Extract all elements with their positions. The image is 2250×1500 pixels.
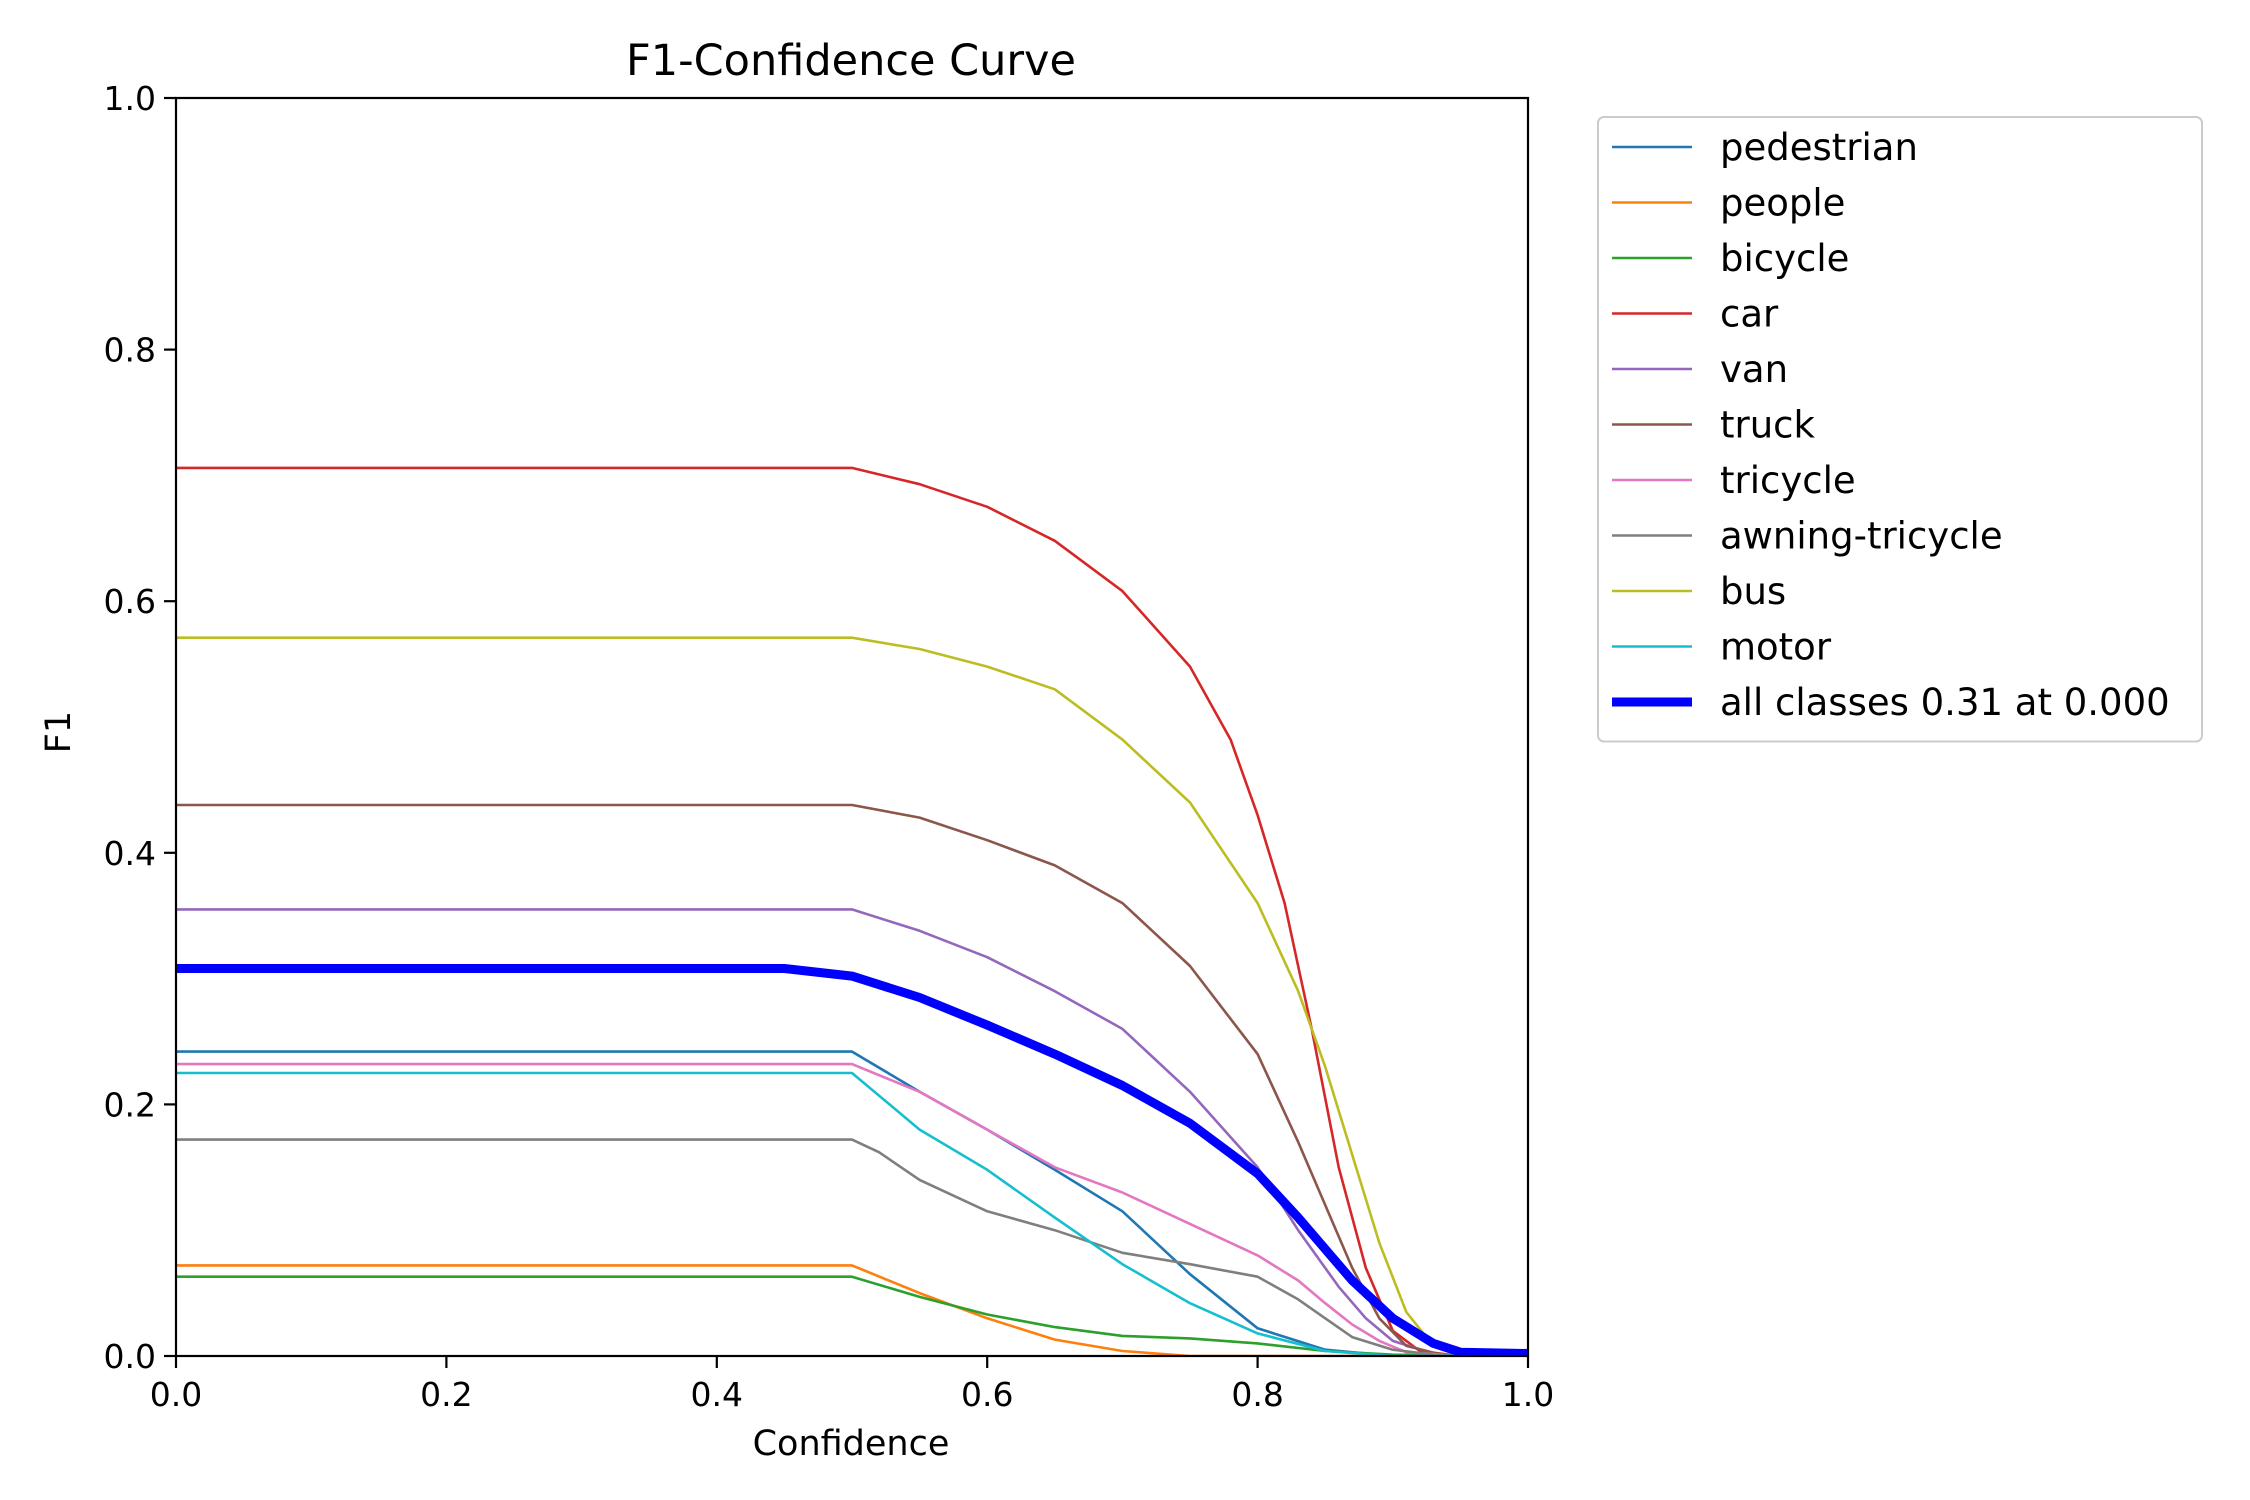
chart-title: F1-Confidence Curve	[626, 36, 1076, 86]
legend-label-all-classes-0-31-at-0-000: all classes 0.31 at 0.000	[1720, 681, 2170, 724]
x-tick-label: 0.4	[691, 1375, 743, 1414]
series-line-tricycle	[176, 1062, 1528, 1356]
y-tick-label: 0.6	[104, 582, 156, 621]
legend-label-awning-tricycle: awning-tricycle	[1720, 515, 2003, 558]
series-line-motor	[176, 1071, 1528, 1356]
legend-label-bus: bus	[1720, 570, 1786, 613]
legend-label-bicycle: bicycle	[1720, 237, 1849, 280]
y-tick-label: 0.0	[104, 1337, 156, 1376]
x-tick-label: 1.0	[1502, 1375, 1554, 1414]
x-tick-label: 0.0	[150, 1375, 202, 1414]
x-tick-label: 0.8	[1231, 1375, 1283, 1414]
legend-label-pedestrian: pedestrian	[1720, 126, 1918, 169]
y-tick-label: 0.2	[104, 1085, 156, 1124]
y-axis-label: F1	[39, 711, 79, 753]
x-tick-label: 0.6	[961, 1375, 1013, 1414]
axes: 0.0 0.2 0.4 0.6 0.8 1.0 0.0 0.2 0.4 0.6 0.8 1.0	[104, 79, 1555, 1414]
series-line-bus	[176, 636, 1528, 1356]
legend-label-truck: truck	[1720, 404, 1816, 447]
y-tick-label: 0.4	[104, 834, 156, 873]
x-tick-label: 0.2	[420, 1375, 472, 1414]
plot-frame	[174, 96, 1530, 1358]
series-line-truck	[176, 803, 1528, 1356]
y-tick-label: 1.0	[104, 79, 156, 118]
legend-label-tricycle: tricycle	[1720, 459, 1856, 502]
x-axis-label: Confidence	[753, 1424, 950, 1464]
series-line-car	[176, 466, 1528, 1356]
y-tick-label: 0.8	[104, 331, 156, 370]
legend: pedestrian people bicycle car van truck tricyc…	[1597, 116, 2203, 743]
series-line-awning-tricycle	[176, 1138, 1528, 1356]
legend-label-car: car	[1720, 293, 1779, 336]
legend-label-van: van	[1720, 348, 1788, 391]
legend-box	[1597, 116, 2203, 743]
series-line-all-classes-0-31-at-0-000	[176, 964, 1528, 1356]
plot-lines	[176, 466, 1528, 1356]
legend-label-motor: motor	[1720, 626, 1832, 669]
legend-label-people: people	[1720, 182, 1845, 225]
